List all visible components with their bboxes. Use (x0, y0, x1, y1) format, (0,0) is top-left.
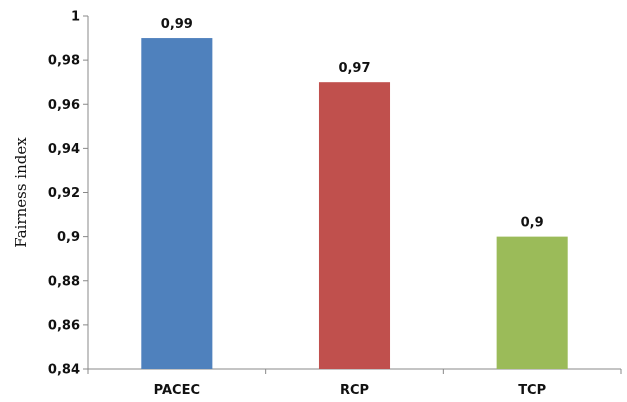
bar-pacec (141, 38, 213, 369)
y-tick-label: 0,9 (57, 230, 80, 245)
data-label-pacec: 0,99 (161, 17, 193, 32)
y-tick-label: 0,98 (48, 54, 80, 69)
y-tick-label: 0,96 (48, 98, 80, 113)
x-axis: PACEC RCP TCP (87, 368, 622, 398)
y-axis: 0,84 0,86 0,88 0,9 0,92 0,94 0,96 0,98 1 (48, 10, 89, 378)
y-tick-label: 0,88 (48, 274, 80, 289)
data-label-tcp: 0,9 (521, 216, 544, 231)
x-tick-label-pacec: PACEC (154, 383, 200, 398)
y-tick-label: 0,86 (48, 318, 80, 333)
y-tick-label: 0,84 (48, 363, 80, 378)
data-label-rcp: 0,97 (338, 61, 370, 76)
y-tick-label: 0,92 (48, 186, 80, 201)
y-tick-label: 1 (71, 10, 80, 25)
bar-rcp (318, 82, 391, 369)
y-tick-label: 0,94 (48, 142, 80, 157)
bars (141, 38, 568, 369)
data-labels: 0,99 0,97 0,9 (161, 17, 544, 231)
x-tick-label-tcp: TCP (518, 383, 546, 398)
bar-tcp (496, 236, 568, 369)
y-axis-title: Fairness index (12, 137, 30, 248)
x-tick-label-rcp: RCP (340, 383, 369, 398)
